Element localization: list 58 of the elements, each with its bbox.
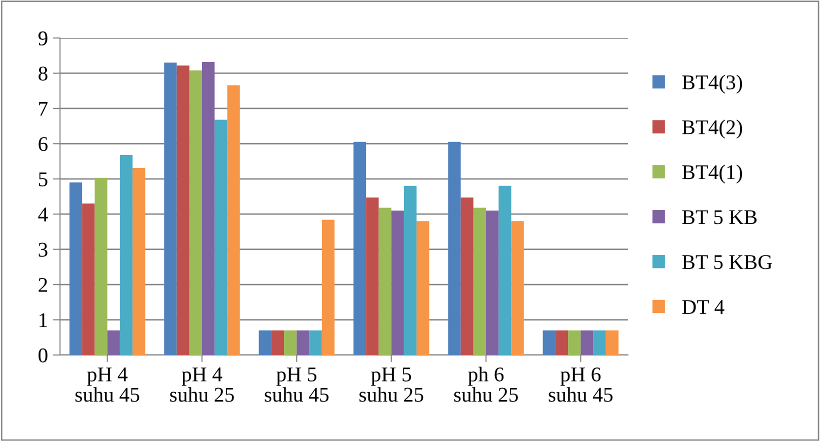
bar: [460, 198, 474, 355]
legend-label: BT4(1): [682, 164, 742, 184]
bar: [322, 220, 335, 355]
x-tick-label: pH 6 suhu 45: [548, 367, 613, 402]
legend-label: BT4(2): [682, 120, 742, 139]
x-tick-label: pH 4 suhu 25: [170, 368, 234, 402]
bar: [202, 62, 215, 355]
x-tick-label: pH 5 suhu 45: [264, 368, 329, 402]
y-tick-label: 3: [38, 242, 48, 257]
bar: [296, 330, 310, 355]
bar: [69, 182, 82, 355]
bar: [593, 330, 606, 355]
y-tick-label: 9: [38, 31, 48, 46]
bar: [82, 204, 95, 355]
bar: [353, 142, 366, 355]
y-tick-label: 0: [38, 348, 48, 362]
y-tick-label: 2: [38, 278, 48, 292]
bar: [284, 330, 297, 355]
x-tick-label: pH 5 suhu 25: [359, 368, 424, 402]
bar: [164, 62, 177, 355]
bar: [189, 70, 202, 355]
bar: [555, 330, 568, 355]
legend-label: BT 5 KBG: [682, 255, 772, 270]
bar: [416, 221, 430, 355]
bar: [580, 330, 594, 355]
bar: [258, 330, 272, 355]
bar: [132, 168, 146, 355]
bar: [309, 330, 322, 355]
legend-label: BT 5 KB: [682, 210, 757, 224]
bar: [214, 120, 228, 355]
bar: [176, 65, 190, 355]
bar: [227, 85, 240, 355]
y-tick-label: 8: [38, 66, 48, 81]
bar: [120, 154, 133, 355]
bar: [271, 330, 284, 355]
bar: [94, 178, 108, 355]
bar: [391, 210, 404, 355]
bar: [511, 221, 524, 355]
bar: [366, 198, 379, 355]
x-tick-label: pH 4 suhu 45: [75, 368, 140, 402]
y-tick-label: 7: [39, 102, 48, 116]
y-tick-label: 5: [38, 172, 48, 186]
bar: [107, 330, 120, 355]
bar: [486, 210, 499, 355]
bar: [606, 330, 619, 355]
bar: [448, 142, 461, 355]
bar: [568, 330, 581, 355]
y-tick-label: 4: [38, 208, 48, 222]
y-tick-label: 6: [38, 137, 48, 152]
bar: [498, 186, 512, 355]
bar: [404, 186, 417, 355]
bar: [542, 330, 556, 355]
bar: [378, 208, 392, 355]
x-tick-label: ph 6 suhu 25: [454, 366, 518, 402]
legend-label: DT 4: [682, 300, 724, 314]
y-tick-label: 1: [40, 313, 47, 328]
legend-label: BT4(3): [682, 74, 742, 94]
bar: [473, 208, 486, 355]
